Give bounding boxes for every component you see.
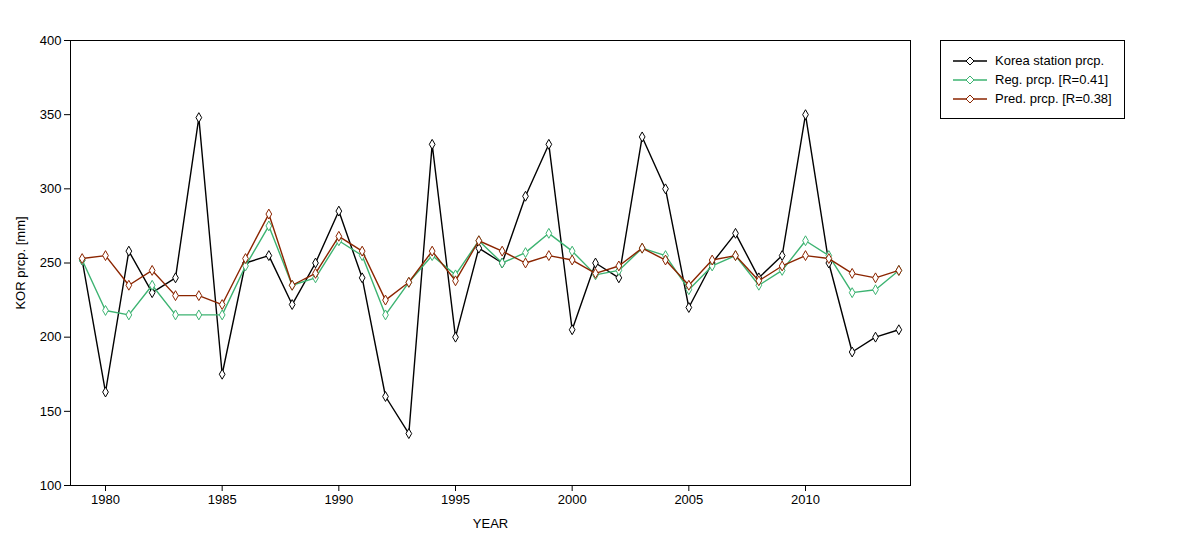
svg-text:100: 100 [40,478,62,493]
svg-text:350: 350 [40,107,62,122]
svg-text:200: 200 [40,329,62,344]
svg-text:250: 250 [40,255,62,270]
svg-text:150: 150 [40,403,62,418]
html-text:Korea station prcp.: Korea station prcp. [995,53,1105,68]
svg-text:300: 300 [40,181,62,196]
html-text:Reg. prcp. [R=0.41]: Reg. prcp. [R=0.41] [995,72,1109,87]
svg-text:400: 400 [40,33,62,48]
html-text:Pred. prcp. [R=0.38]: Pred. prcp. [R=0.38] [995,91,1112,106]
svg-text:KOR prcp. [mm]: KOR prcp. [mm] [13,216,28,309]
svg-text:2000: 2000 [558,492,587,507]
svg-text:1990: 1990 [324,492,353,507]
svg-text:YEAR: YEAR [473,516,508,531]
svg-text:1995: 1995 [441,492,470,507]
svg-text:2010: 2010 [791,492,820,507]
svg-text:2005: 2005 [674,492,703,507]
svg-text:1980: 1980 [91,492,120,507]
svg-text:1985: 1985 [208,492,237,507]
